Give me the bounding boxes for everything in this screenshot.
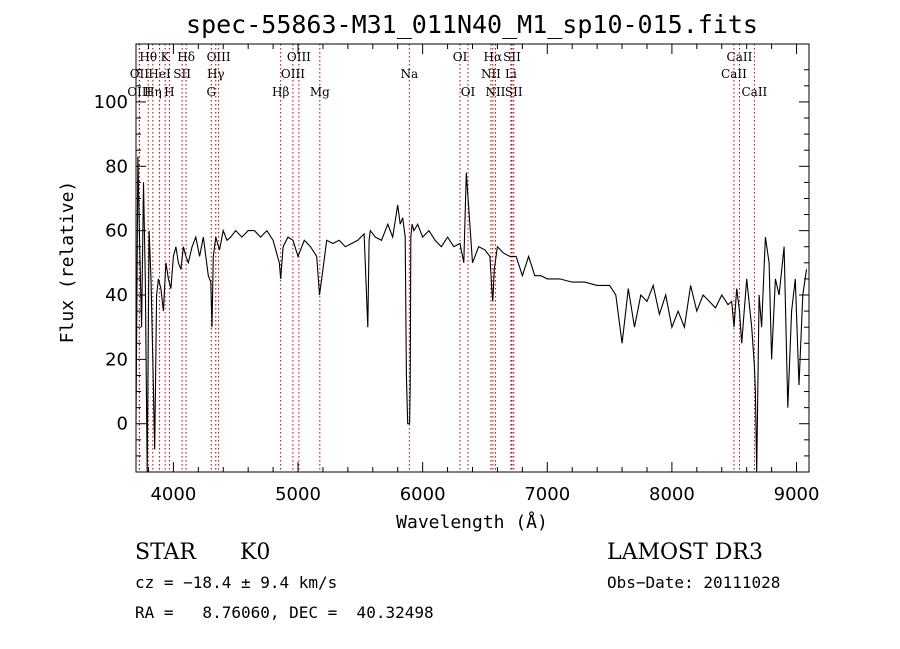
spectral-line-label: G bbox=[206, 85, 216, 99]
spectral-line-label: CaII bbox=[721, 67, 747, 81]
spectral-line-label: Hδ bbox=[177, 50, 195, 64]
axis-ticks: 4000 5000 6000 7000 8000 9000 0 20 40 60 80 100 bbox=[94, 44, 820, 505]
spectrum-series-line bbox=[135, 156, 808, 473]
spectral-line-label: OI bbox=[453, 50, 468, 64]
spectral-line-label: SII bbox=[173, 67, 191, 81]
spectral-line-label: NII bbox=[481, 67, 501, 81]
x-tick-label: 7000 bbox=[524, 484, 570, 505]
spectral-line-label: SII bbox=[503, 50, 521, 64]
spectral-line-label: Na bbox=[400, 67, 418, 81]
spectral-line-label: OIII bbox=[287, 50, 311, 64]
spectral-line-label: OII bbox=[130, 67, 150, 81]
object-subclass: K0 bbox=[240, 540, 271, 565]
x-tick-label: 4000 bbox=[150, 484, 196, 505]
spectral-line-label: Hγ bbox=[207, 67, 225, 81]
observation-date: Obs−Date: 20111028 bbox=[607, 573, 781, 592]
object-class: STAR bbox=[135, 540, 196, 565]
spectral-line-label: K bbox=[161, 50, 171, 64]
y-tick-label: 20 bbox=[105, 349, 128, 370]
plot-frame bbox=[135, 43, 810, 473]
x-tick-label: 6000 bbox=[400, 484, 446, 505]
spectral-line-label: OIII bbox=[281, 67, 305, 81]
y-tick-label: 80 bbox=[105, 156, 128, 177]
y-tick-label: 60 bbox=[105, 221, 128, 242]
y-tick-label: 40 bbox=[105, 285, 128, 306]
spectral-line-label: Li bbox=[505, 67, 517, 81]
spectral-line-label: OIII bbox=[207, 50, 231, 64]
spectral-line-label: CaII bbox=[741, 85, 767, 99]
chart-title: spec-55863-M31_011N40_M1_sp10-015.fits bbox=[186, 10, 758, 39]
x-tick-label: 5000 bbox=[275, 484, 321, 505]
spectral-line-label: SII bbox=[505, 85, 523, 99]
spectral-line-markers bbox=[138, 44, 755, 472]
spectral-line-label: Mg bbox=[310, 85, 330, 99]
spectral-line-label: Hα bbox=[484, 50, 503, 64]
coordinates: RA = 8.76060, DEC = 40.32498 bbox=[135, 603, 434, 622]
x-tick-label: 9000 bbox=[774, 484, 820, 505]
spectral-line-label: Hβ bbox=[272, 85, 289, 99]
spectral-line-label: HeI bbox=[148, 67, 171, 81]
survey-name: LAMOST DR3 bbox=[607, 540, 763, 565]
spectral-line-label: H bbox=[164, 85, 174, 99]
y-axis-label: Flux (relative) bbox=[57, 181, 78, 344]
spectral-line-label: Hη bbox=[144, 85, 162, 99]
y-tick-label: 100 bbox=[94, 92, 128, 113]
redshift-cz: cz = −18.4 ± 9.4 km/s bbox=[135, 573, 338, 592]
spectral-line-label: NII bbox=[485, 85, 505, 99]
spectral-line-label: Hθ bbox=[139, 50, 157, 64]
spectral-line-label: OIII bbox=[127, 85, 151, 99]
y-tick-label: 0 bbox=[117, 414, 128, 435]
spectral-line-label: CaII bbox=[727, 50, 753, 64]
spectral-line-label: OI bbox=[461, 85, 476, 99]
x-axis-label: Wavelength (Å) bbox=[396, 511, 548, 533]
x-tick-label: 8000 bbox=[649, 484, 695, 505]
